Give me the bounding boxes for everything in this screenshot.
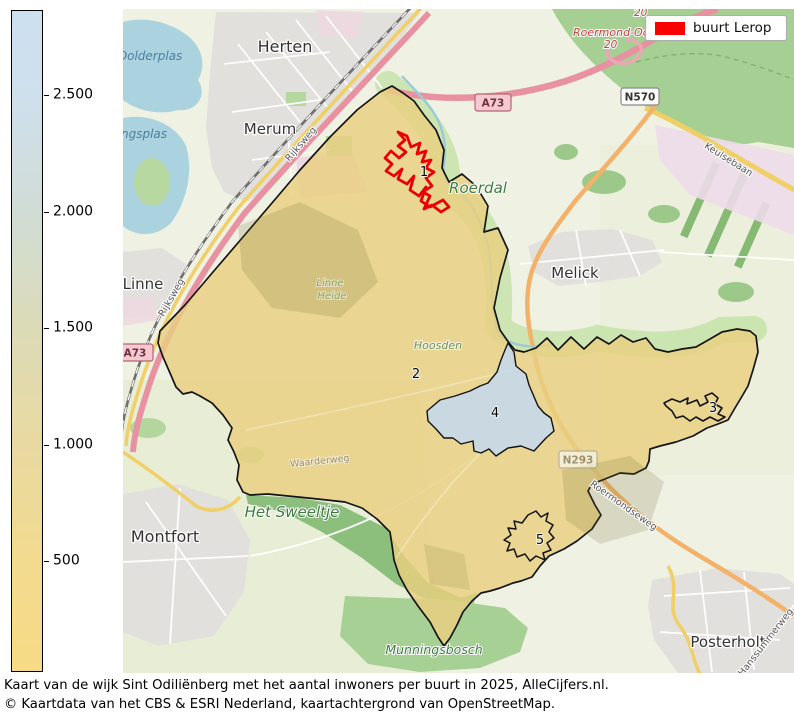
legend-swatch-lerop	[655, 21, 685, 35]
town-label-montfort: Montfort	[131, 527, 199, 546]
water-areas	[123, 19, 203, 235]
colorbar-tick-label: 1.500	[53, 319, 94, 336]
map-canvas: A73 A73 N570 N293 Herten Merum Linne Mel…	[123, 9, 794, 673]
shield-a73-left: A73	[123, 343, 154, 362]
map-legend: buurt Lerop	[645, 15, 787, 41]
exit-number: 20	[604, 39, 618, 51]
exit-number: 20	[634, 9, 648, 19]
buurt-number-markers: 1 2 3 4 5	[411, 164, 718, 549]
motorway-a73-south	[130, 10, 432, 453]
caption-line-1: Kaart van de wijk Sint Odiliënberg met h…	[4, 678, 609, 693]
nature-label-linne-heide: Heide	[318, 291, 347, 302]
lake-oolderplas	[123, 19, 203, 113]
shield-n570-label: N570	[625, 92, 656, 104]
buurt-4-polygon	[426, 342, 555, 457]
water-label-gsplas: ngsplas	[123, 127, 167, 141]
shield-n570: N570	[620, 87, 660, 106]
buurt-lerop-outline	[383, 130, 451, 214]
nature-label-linne-heide: Linne	[316, 278, 343, 289]
colorbar-tick	[44, 445, 49, 447]
town-label-merum: Merum	[244, 120, 296, 138]
town-label-posterholt: Posterholt	[690, 633, 765, 651]
colorbar-tick	[44, 95, 49, 97]
colorbar-tick	[44, 328, 49, 330]
buurt-marker-4: 4	[491, 406, 499, 421]
colorbar-tick-label: 2.500	[53, 86, 94, 103]
urban-industrial-keulsebaan	[655, 125, 794, 235]
shield-a73-top: A73	[474, 93, 512, 112]
colorbar-tick	[44, 212, 49, 214]
town-label-herten: Herten	[258, 37, 313, 56]
caption-line-2: © Kaartdata van het CBS & ESRI Nederland…	[4, 696, 556, 712]
shield-n293-label: N293	[563, 455, 594, 467]
motorway-ramp	[605, 38, 644, 66]
buurt-marker-1: 1	[420, 165, 428, 180]
colorbar-tick	[44, 561, 49, 563]
road-posterholt	[666, 565, 702, 673]
shield-a73-label: A73	[482, 98, 505, 110]
buurt-marker-5: 5	[536, 533, 544, 548]
town-label-melick: Melick	[551, 264, 599, 282]
road-shields: A73 A73 N570 N293	[123, 87, 660, 469]
buurt-marker-3: 3	[709, 401, 717, 416]
nature-label-munningsbosch: Munningsbosch	[385, 642, 482, 657]
figure-caption: Kaart van de wijk Sint Odiliënberg met h…	[4, 677, 609, 714]
road-keulsebaan	[643, 105, 794, 193]
boundary-dashed	[635, 53, 794, 81]
buurt-3-outline	[663, 392, 726, 422]
road-rijksweg	[124, 9, 423, 447]
town-label-linne: Linne	[123, 275, 163, 293]
shield-n293: N293	[558, 450, 598, 469]
wijk-sint-odilienberg-polygon	[157, 85, 759, 647]
colorbar-tick-label: 500	[53, 552, 80, 569]
road-montfort	[123, 450, 242, 512]
exit-label-roermond-oost: Roermond-Oost	[573, 26, 660, 39]
nature-label-hoosden: Hoosden	[414, 339, 462, 352]
colorbar-tick-label: 1.000	[53, 436, 94, 453]
colorbar-gradient	[11, 10, 43, 672]
water-label-oolderplas: Oolderplas	[123, 49, 182, 63]
shield-a73-label: A73	[124, 348, 147, 360]
legend-label: buurt Lerop	[693, 20, 772, 36]
lake-island	[134, 158, 170, 206]
buurt-marker-2: 2	[412, 367, 420, 382]
buurt-5-outline	[503, 510, 555, 562]
colorbar-tick-label: 2.000	[53, 203, 94, 220]
nature-label-het-sweeltje: Het Sweeltje	[245, 503, 340, 521]
railway	[123, 9, 412, 432]
urban-posterholt	[648, 568, 794, 673]
nature-label-roerdal: Roerdal	[449, 179, 508, 197]
